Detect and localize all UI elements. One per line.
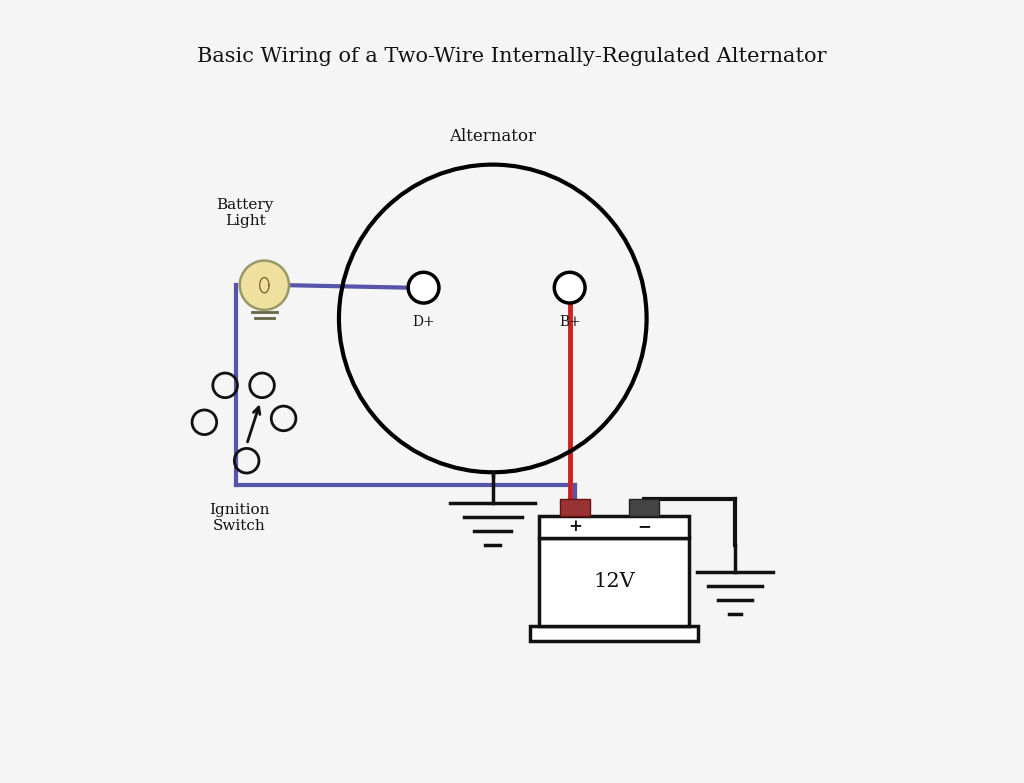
Bar — [539, 516, 689, 538]
Bar — [529, 626, 698, 641]
Bar — [629, 500, 659, 516]
Text: +: + — [568, 518, 582, 536]
Text: Ignition
Switch: Ignition Switch — [209, 503, 269, 533]
Text: Basic Wiring of a Two-Wire Internally-Regulated Alternator: Basic Wiring of a Two-Wire Internally-Re… — [198, 48, 826, 67]
Text: B+: B+ — [559, 315, 581, 329]
Bar — [559, 500, 590, 516]
Bar — [539, 538, 689, 626]
Text: 12V: 12V — [593, 572, 635, 591]
Text: Battery
Light: Battery Light — [216, 197, 273, 228]
Text: Alternator: Alternator — [450, 128, 537, 146]
Text: −: − — [637, 518, 651, 536]
Text: D+: D+ — [413, 315, 435, 329]
Circle shape — [240, 261, 289, 310]
Circle shape — [554, 272, 585, 303]
Circle shape — [409, 272, 439, 303]
